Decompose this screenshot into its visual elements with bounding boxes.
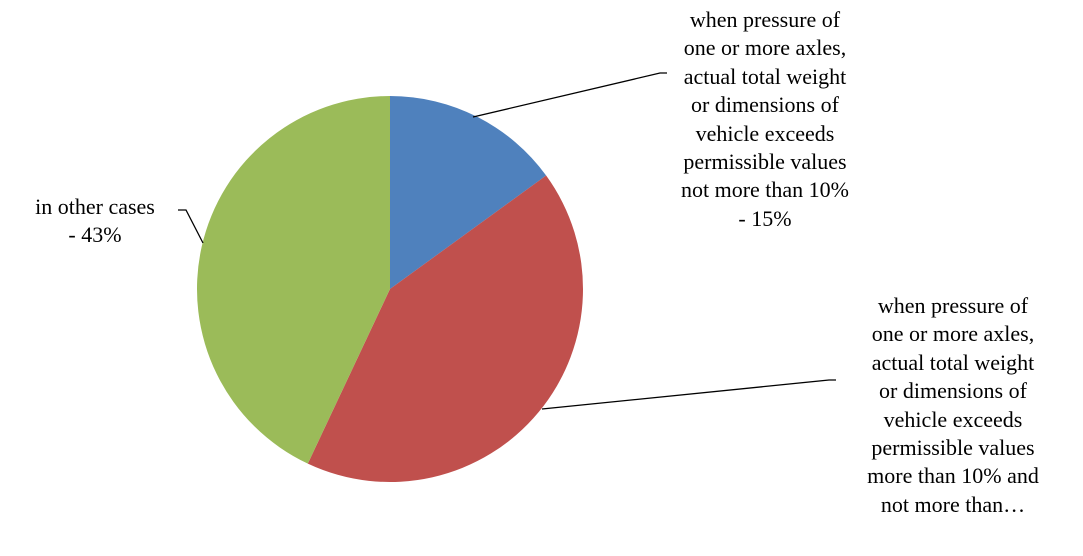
leader-line-over-10-percent	[541, 379, 836, 410]
slice-label-line: actual total weight	[683, 63, 847, 89]
slice-label-line: in other cases	[35, 194, 155, 219]
leader-line-other-cases	[178, 209, 204, 244]
slice-up-to-10-percent	[390, 96, 547, 289]
slice-label-line: - 15%	[738, 205, 792, 231]
slice-label-line: - 43%	[68, 222, 122, 248]
slice-other-cases	[196, 96, 390, 464]
slice-label-line: when pressure of	[877, 293, 1029, 318]
leader-line-up-to-10-percent	[472, 72, 667, 118]
slice-over-10-percent	[307, 175, 583, 482]
slice-label-other-cases: in other cases - 43%	[0, 193, 190, 250]
slice-label-line: not more than 10%	[680, 177, 850, 203]
slice-label-line: permissible values	[871, 435, 1035, 461]
slice-label-line: actual total weight	[871, 349, 1035, 375]
slice-label-line: or dimensions of	[879, 378, 1027, 404]
slice-label-line: permissible values	[683, 149, 847, 175]
slice-label-line: vehicle exceeds	[883, 406, 1023, 432]
slice-label-line: one or more axles,	[871, 321, 1035, 347]
slice-label-line: when pressure of	[689, 7, 841, 32]
slice-label-up-to-10-percent: when pressure of one or more axles, actual…	[650, 6, 880, 233]
slice-label-over-10-percent: when pressure of one or more axles, actual…	[828, 292, 1078, 519]
slice-label-line: or dimensions of	[691, 92, 839, 118]
slice-label-line: more than 10% and	[867, 463, 1039, 489]
leader-lines	[178, 72, 836, 410]
slice-label-line: one or more axles,	[683, 35, 847, 61]
slice-label-line: not more than…	[880, 491, 1026, 517]
slice-label-line: vehicle exceeds	[695, 120, 835, 146]
pie-slices	[196, 96, 583, 482]
